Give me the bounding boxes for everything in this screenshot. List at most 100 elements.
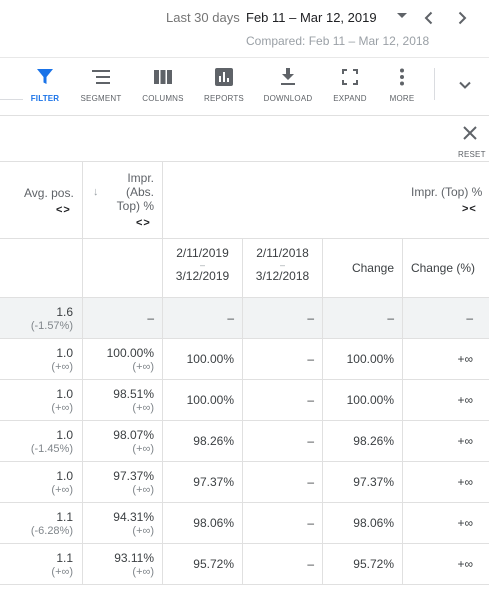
close-icon[interactable] [462, 125, 478, 146]
cell-current: 100.00% [186, 352, 234, 366]
cell-change: 97.37% [353, 475, 394, 489]
table-toolbar: FILTER SEGMENT COLUMNS REPORTS DOWNLOAD … [0, 58, 489, 116]
cell-avg-pos: 1.1 (+∞) [0, 544, 73, 584]
header-line: (Abs. [125, 185, 154, 199]
cell-avg-pos: 1.0 (+∞) [0, 339, 73, 379]
cell-avg-pos: 1.0 (+∞) [0, 462, 73, 502]
table-row[interactable]: 1.0 (+∞) 98.51% (+∞) 100.00% – 100.00% +∞ [0, 380, 489, 421]
cell-change-pct: +∞ [457, 393, 473, 407]
column-header-impr-top[interactable]: Impr. (Top) % [411, 185, 483, 199]
cell-change-pct: +∞ [457, 475, 473, 489]
chevron-down-icon[interactable] [456, 76, 474, 99]
cell-abs-top: 97.37% (+∞) [83, 462, 154, 502]
cell-change: 98.26% [353, 434, 394, 448]
collapse-toggle-impr-top[interactable]: >< [462, 203, 477, 215]
sort-toggle-impr-abs-top[interactable]: <> [136, 217, 151, 229]
cell-compare: – [307, 352, 314, 366]
chevron-right-icon[interactable] [452, 8, 472, 28]
column-header-compare-period[interactable]: 2/11/2018 – 3/12/2018 [243, 246, 322, 284]
cell-change: (+∞) [132, 401, 154, 414]
cell-current: 97.37% [193, 475, 234, 489]
filter-icon [15, 68, 75, 86]
date-range-bar: Last 30 days Feb 11 – Mar 12, 2019 Compa… [0, 0, 489, 58]
table-row[interactable]: 1.0 (-1.45%) 98.07% (+∞) 98.26% – 98.26% +… [0, 421, 489, 462]
cell-change: 100.00% [346, 393, 394, 407]
more-vert-icon [372, 68, 432, 86]
column-header-avg-pos[interactable]: Avg. pos. [24, 186, 74, 200]
cell-compare: – [307, 516, 314, 530]
column-header-current-period[interactable]: 2/11/2019 – 3/12/2019 [163, 246, 242, 284]
date-preset-label[interactable]: Last 30 days [166, 10, 240, 25]
cell-change: (+∞) [51, 565, 73, 578]
date-range-value[interactable]: Feb 11 – Mar 12, 2019 [246, 10, 377, 25]
cell-value: 98.07% [113, 427, 154, 442]
cell-change-pct: +∞ [457, 352, 473, 366]
expand-button[interactable]: EXPAND [320, 68, 380, 103]
cell-change: (+∞) [51, 401, 73, 414]
metrics-table: Avg. pos. <> ↓ Impr. (Abs. Top) % <> Imp… [0, 161, 489, 585]
download-button[interactable]: DOWNLOAD [258, 68, 318, 103]
cell-value: 100.00% [106, 345, 154, 360]
header-line: Impr. [127, 171, 154, 185]
cell-abs-top: 93.11% (+∞) [83, 544, 154, 584]
filter-button[interactable]: FILTER [15, 68, 75, 103]
cell-change: (-1.57%) [30, 319, 73, 332]
reports-button[interactable]: REPORTS [194, 68, 254, 103]
table-row[interactable]: 1.0 (+∞) 97.37% (+∞) 97.37% – 97.37% +∞ [0, 462, 489, 503]
period-end: 3/12/2018 [255, 269, 310, 283]
cell-value: 1.1 [56, 509, 73, 524]
table-row[interactable]: 1.0 (+∞) 100.00% (+∞) 100.00% – 100.00% +∞ [0, 339, 489, 380]
cell-value: 93.11% [114, 550, 154, 565]
cell-current: – [227, 311, 234, 325]
cell-compare: – [307, 393, 314, 407]
cell-value: 94.31% [113, 509, 154, 524]
column-header-change-pct[interactable]: Change (%) [410, 261, 475, 275]
date-dropdown-icon[interactable] [397, 13, 407, 18]
column-header-change[interactable]: Change [351, 261, 394, 275]
cell-current: 95.72% [193, 557, 234, 571]
sort-toggle-avg-pos[interactable]: <> [56, 204, 71, 216]
cell-change: 98.06% [353, 516, 394, 530]
table-header-row: Avg. pos. <> ↓ Impr. (Abs. Top) % <> Imp… [0, 162, 489, 239]
period-end: 3/12/2019 [175, 269, 230, 283]
cell-current: 100.00% [186, 393, 234, 407]
chevron-left-icon[interactable] [419, 8, 439, 28]
table-row[interactable]: 1.1 (-6.28%) 94.31% (+∞) 98.06% – 98.06% +… [0, 503, 489, 544]
cell-change: (+∞) [51, 483, 73, 496]
expand-label: EXPAND [333, 94, 367, 103]
cell-change: (+∞) [132, 360, 154, 373]
expand-icon [320, 68, 380, 86]
cell-value: 1.0 [56, 345, 73, 360]
reset-button[interactable]: RESET [458, 150, 486, 159]
cell-compare: – [307, 311, 314, 325]
cell-change: (+∞) [132, 524, 154, 537]
cell-change-pct: – [466, 311, 473, 325]
cell-change-pct: +∞ [457, 557, 473, 571]
sort-descending-icon[interactable]: ↓ [93, 186, 99, 198]
download-icon [258, 68, 318, 86]
compared-range: Compared: Feb 11 – Mar 12, 2018 [246, 34, 430, 48]
cell-avg-pos: 1.0 (+∞) [0, 380, 73, 420]
cell-value: 1.0 [56, 427, 73, 442]
columns-button[interactable]: COLUMNS [133, 68, 193, 103]
more-button[interactable]: MORE [372, 68, 432, 103]
cell-avg-pos: 1.1 (-6.28%) [0, 503, 73, 543]
period-start: 2/11/2018 [256, 246, 309, 260]
cell-change: 95.72% [353, 557, 394, 571]
download-label: DOWNLOAD [263, 94, 313, 103]
cell-change: (+∞) [51, 360, 73, 373]
cell-change: (-1.45%) [30, 442, 73, 455]
cell-value: 98.51% [113, 386, 154, 401]
cell-change: – [387, 311, 394, 325]
table-row[interactable]: 1.1 (+∞) 93.11% (+∞) 95.72% – 95.72% +∞ [0, 544, 489, 585]
cell-value: 1.0 [56, 386, 73, 401]
cell-value: 1.6 [56, 304, 73, 319]
segment-button[interactable]: SEGMENT [71, 68, 131, 103]
cell-change: 100.00% [346, 352, 394, 366]
column-header-impr-abs-top[interactable]: Impr. (Abs. Top) % [104, 171, 154, 213]
period-separator: – [279, 260, 285, 270]
cell-change-pct: +∞ [457, 516, 473, 530]
reports-icon [194, 68, 254, 86]
header-line: Top) % [116, 199, 154, 213]
more-label: MORE [389, 94, 415, 103]
